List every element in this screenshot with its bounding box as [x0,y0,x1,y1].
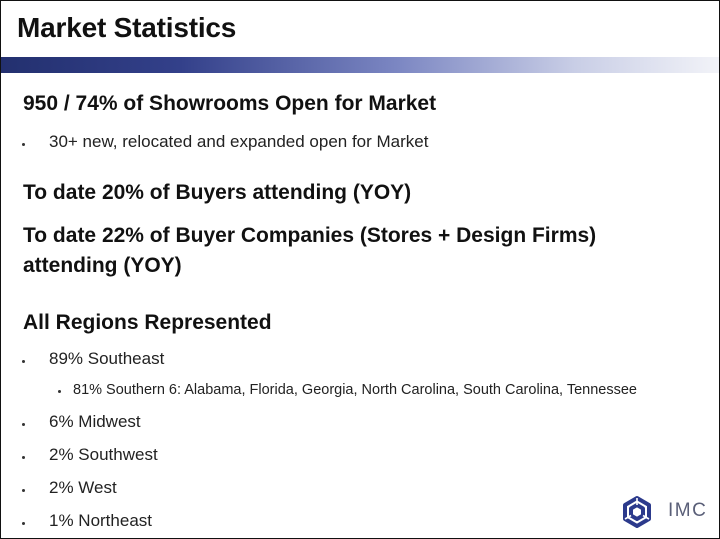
logo-text: IMC [668,500,708,521]
region-item: 89% Southeast [49,349,165,368]
bullet-dot [22,456,25,459]
region-item: 2% West [49,478,117,497]
slide-title: Market Statistics [17,12,237,43]
region-item: 2% Southwest [49,445,158,464]
title-gradient-bar [1,57,719,73]
imc-knot-icon [623,496,651,528]
bullet-dot [22,360,25,363]
imc-logo: IMC [620,494,712,530]
headline-regions: All Regions Represented [23,311,272,334]
region-item: 6% Midwest [49,412,141,431]
headline-buyer-companies: To date 22% of Buyer Companies (Stores +… [23,224,597,277]
bullet-dot [22,522,25,525]
bullet-dot [58,390,61,393]
bullet-new-showrooms: 30+ new, relocated and expanded open for… [49,132,429,151]
headline-showrooms: 950 / 74% of Showrooms Open for Market [23,92,437,115]
bullet-dot [22,489,25,492]
region-item: 1% Northeast [49,511,152,530]
headline-buyers: To date 20% of Buyers attending (YOY) [23,181,412,204]
bullet-dot [22,143,25,146]
region-subitem: 81% Southern 6: Alabama, Florida, Georgi… [73,382,637,398]
bullet-dot [22,423,25,426]
